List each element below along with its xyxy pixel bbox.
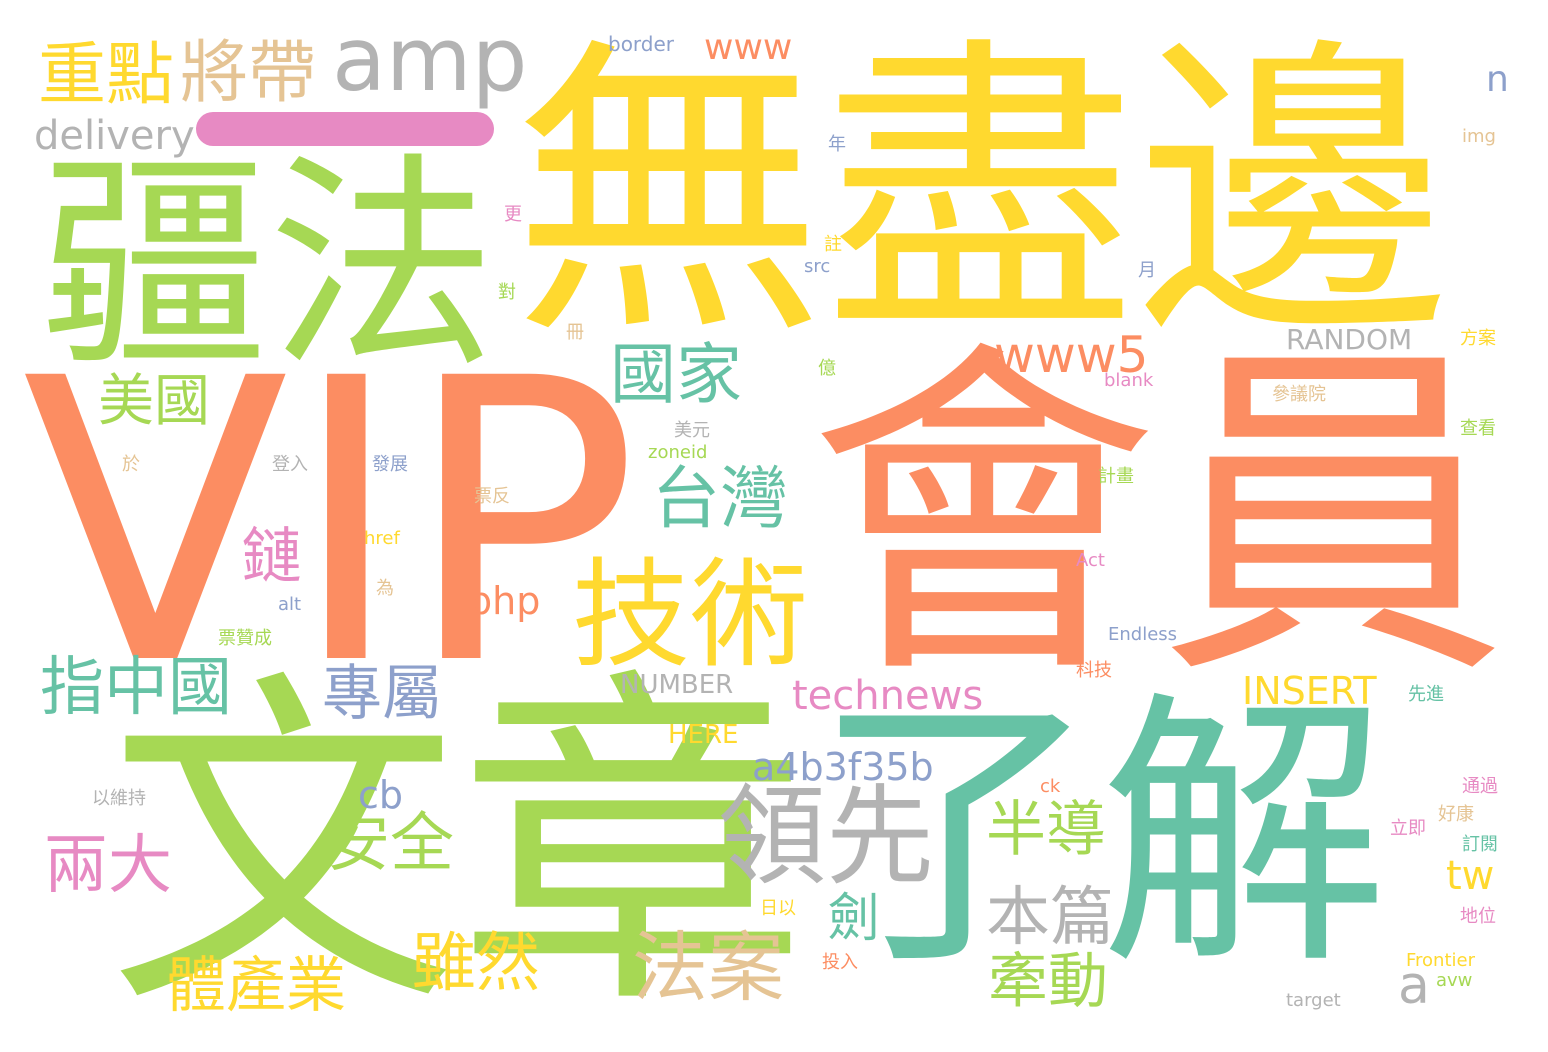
word-insert: INSERT xyxy=(1242,669,1377,713)
word-liji: 立即 xyxy=(1390,818,1426,839)
word-meiguo: 美國 xyxy=(98,369,210,434)
word-jian: 劍 xyxy=(818,890,878,942)
word-touru: 投入 xyxy=(822,952,858,973)
word-guojia: 國家 xyxy=(610,336,742,413)
word-liangda: 兩大 xyxy=(44,829,172,903)
word-target: target xyxy=(1286,990,1341,1011)
word-yue: 月 xyxy=(1138,260,1156,281)
word-geng: 更 xyxy=(504,204,522,225)
word-yi: 億 xyxy=(818,358,836,379)
word-cb: cb xyxy=(358,773,404,817)
word-suiran: 雖然 xyxy=(412,927,540,1001)
word-a4b3f35b: a4b3f35b xyxy=(752,745,934,789)
word-meiyuan: 美元 xyxy=(674,420,710,441)
word-blank: blank xyxy=(1104,370,1154,391)
word-vip: VIP xyxy=(22,296,639,750)
word-dengru: 登入 xyxy=(272,454,308,475)
word-jishu: 技術 xyxy=(572,546,809,684)
word-amp: amp xyxy=(332,8,528,111)
word-benpian: 本篇 xyxy=(986,881,1114,955)
word-zhizhongguo: 指中國 xyxy=(40,651,232,725)
word-avw: avw xyxy=(1436,970,1473,991)
word-anquan: 安全 xyxy=(326,807,454,881)
word-ck: ck xyxy=(1040,776,1061,797)
word-random: RANDOM xyxy=(1286,323,1413,356)
word-img: img xyxy=(1462,126,1496,147)
word-lian: 鏈 xyxy=(231,524,301,584)
word-chakan: 查看 xyxy=(1460,418,1496,439)
word-href: href xyxy=(364,528,400,549)
word-keji: 科技 xyxy=(1076,660,1112,681)
word-jihua: 計畫 xyxy=(1098,466,1134,487)
word-fazhan: 發展 xyxy=(372,454,408,475)
word-wujinbian: 無盡邊 xyxy=(512,12,1448,376)
word-www5: www5 xyxy=(994,326,1149,384)
word-wenzhang: 文章 xyxy=(108,643,808,1051)
word-piaozancheng: 票贊成 xyxy=(218,628,272,649)
word-technews: technews xyxy=(792,673,984,719)
word-yiweichi: 以維持 xyxy=(92,788,146,809)
word-src: src xyxy=(804,256,831,277)
word-here: HERE xyxy=(668,720,739,750)
word-tichanye: 體產業 xyxy=(166,951,346,1021)
word-frontier: Frontier xyxy=(1406,950,1476,971)
word-fangan: 方案 xyxy=(1460,328,1496,349)
word-piaofan: 票反 xyxy=(474,486,510,507)
word-liaojie: 了解 xyxy=(812,668,1388,1003)
word-zoneid: zoneid xyxy=(648,442,708,463)
word-endless: Endless xyxy=(1108,624,1178,645)
word-dui: 對 xyxy=(498,282,516,303)
dash-mark xyxy=(196,112,494,146)
word-jiangdai: 將帶 xyxy=(180,34,317,113)
word-qiandong: 牽動 xyxy=(988,947,1108,1017)
word-a: a xyxy=(1398,956,1430,1016)
word-number: NUMBER xyxy=(620,670,734,700)
word-faan: 法案 xyxy=(632,923,784,1012)
word-dingyue: 訂閱 xyxy=(1462,834,1498,855)
word-jiangfa: 疆法 xyxy=(40,133,496,399)
word-zhu: 註 xyxy=(824,234,842,255)
word-delivery: delivery xyxy=(34,113,195,159)
word-border: border xyxy=(608,32,675,56)
word-zhuanshu: 專屬 xyxy=(322,659,442,729)
word-ce: 冊 xyxy=(566,322,584,343)
word-canyiyuan: 參議院 xyxy=(1272,384,1326,405)
word-yu: 於 xyxy=(122,454,140,475)
word-diwei: 地位 xyxy=(1460,906,1496,927)
word-nian: 年 xyxy=(828,134,846,155)
word-act: Act xyxy=(1076,550,1105,571)
word-xianjin: 先進 xyxy=(1408,684,1444,705)
word-tw: tw xyxy=(1446,853,1495,899)
word-riyi: 日以 xyxy=(760,898,796,919)
word-wei: 為 xyxy=(376,578,394,599)
word-php: php xyxy=(468,579,541,623)
word-zhongdian: 重點 xyxy=(38,36,175,115)
word-lingxian: 領先 xyxy=(718,775,935,900)
word-alt: alt xyxy=(278,594,302,615)
word-n: n xyxy=(1486,59,1509,100)
word-tongguo: 通過 xyxy=(1462,776,1498,797)
word-taiwan: 台灣 xyxy=(652,460,789,539)
word-huiyuan: 會員 xyxy=(808,313,1508,721)
word-haokang: 好康 xyxy=(1438,804,1474,825)
word-www: www xyxy=(704,27,793,68)
word-bandao: 半導 xyxy=(986,795,1106,865)
